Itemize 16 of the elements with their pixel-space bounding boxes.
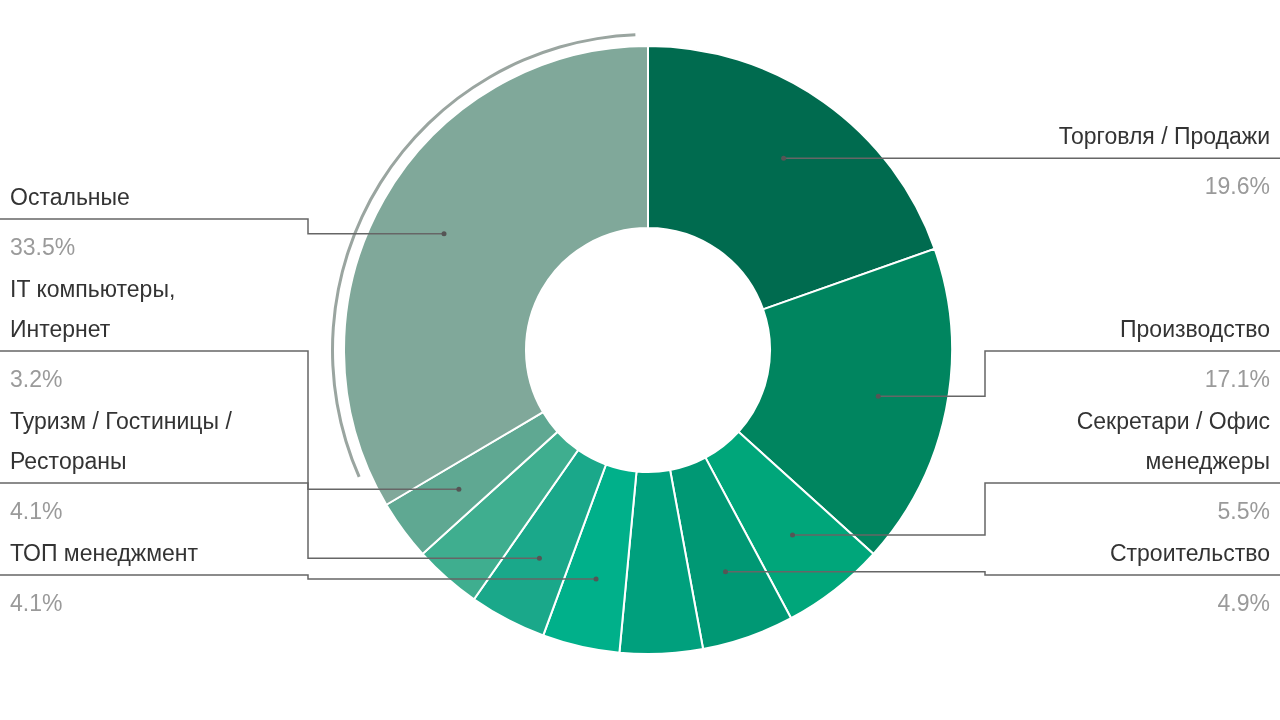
slice-label: Торговля / Продажи	[1058, 123, 1270, 150]
data-label: 4.1%	[10, 498, 63, 524]
data-label: 3.2%	[10, 366, 63, 392]
slice-label: Остальные	[10, 184, 130, 210]
slice-label: Секретари / Офис менеджеры	[1076, 408, 1270, 474]
data-label: 4.9%	[1217, 590, 1270, 616]
slice-label: Строительство	[1109, 540, 1270, 566]
data-label: 19.6%	[1204, 173, 1270, 200]
data-label: 33.5%	[10, 234, 76, 260]
slice-label: ТОП менеджмент	[10, 540, 199, 566]
data-label: 17.1%	[1204, 366, 1270, 392]
slice-label: IT компьютеры, Интернет	[10, 276, 176, 342]
data-label: 4.1%	[10, 590, 63, 616]
slice-label: Производство	[1120, 316, 1270, 342]
data-label: 5.5%	[1217, 498, 1270, 524]
slice-label: Туризм / Гостиницы / Рестораны	[10, 408, 233, 474]
